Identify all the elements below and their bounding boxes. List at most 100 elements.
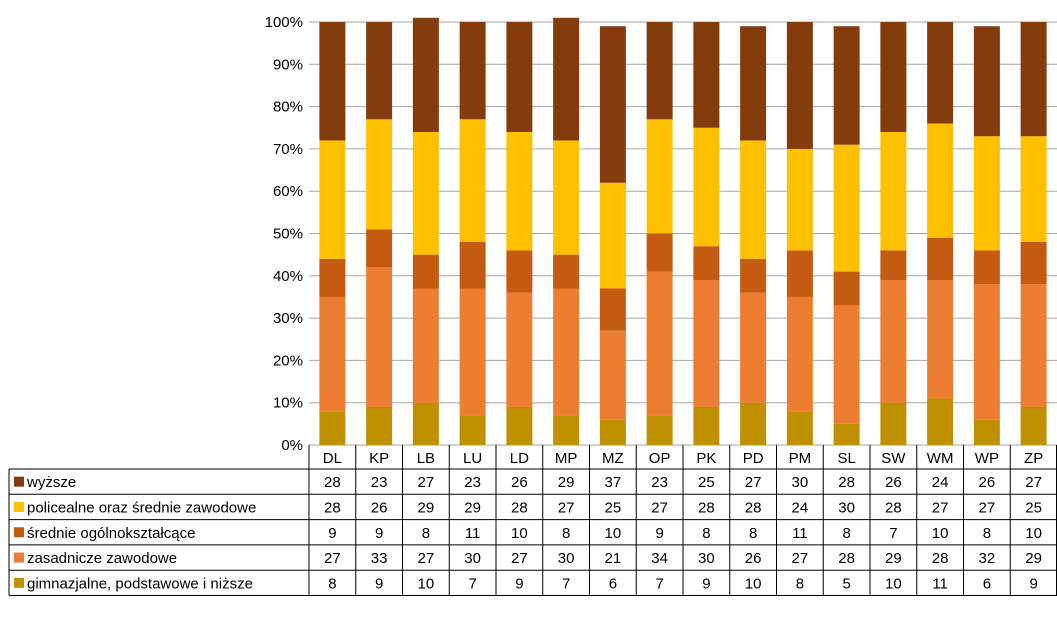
bar-segment xyxy=(880,22,907,132)
table-value: 29 xyxy=(885,550,902,567)
table-value: 8 xyxy=(842,525,850,542)
table-value: 28 xyxy=(745,499,762,516)
table-value: 27 xyxy=(1025,474,1042,491)
table-value: 8 xyxy=(328,575,336,592)
table-value: 8 xyxy=(749,525,757,542)
table-value: 11 xyxy=(932,575,948,592)
bar-segment xyxy=(459,415,486,445)
y-tick-label: 0% xyxy=(281,437,303,454)
table-value: 9 xyxy=(375,525,383,542)
bar-segment xyxy=(880,131,907,251)
category-label: PK xyxy=(696,450,716,467)
table-value: 33 xyxy=(371,550,388,567)
bar-segment xyxy=(1020,22,1047,137)
y-tick-label: 80% xyxy=(273,99,303,116)
table-value: 10 xyxy=(885,575,902,592)
table-value: 28 xyxy=(838,474,855,491)
legend-key xyxy=(14,501,24,512)
table-value: 6 xyxy=(609,575,617,592)
bar-segment xyxy=(319,22,346,141)
table-value: 28 xyxy=(324,474,341,491)
bar-segment xyxy=(693,246,720,281)
table-value: 27 xyxy=(651,499,668,516)
table-value: 8 xyxy=(702,525,710,542)
bar-segment xyxy=(553,140,580,255)
table-value: 9 xyxy=(655,525,663,542)
bar-segment xyxy=(646,271,673,416)
table-value: 26 xyxy=(745,550,762,567)
bar-segment xyxy=(459,288,486,416)
table-value: 10 xyxy=(1025,525,1042,542)
table-value: 28 xyxy=(885,499,902,516)
table-value: 25 xyxy=(605,499,622,516)
table-value: 27 xyxy=(932,499,949,516)
bar-segment xyxy=(693,127,720,247)
category-label: ZP xyxy=(1024,450,1043,467)
category-label: DL xyxy=(323,450,342,467)
table-value: 27 xyxy=(324,550,341,567)
y-tick-label: 10% xyxy=(273,395,303,412)
bar-segment xyxy=(412,17,439,132)
bar-segment xyxy=(319,296,346,412)
bar-segment xyxy=(412,288,439,403)
bar-segment xyxy=(319,140,346,259)
table-value: 8 xyxy=(422,525,430,542)
y-tick-label: 100% xyxy=(265,14,303,31)
table-value: 27 xyxy=(745,474,762,491)
table-value: 25 xyxy=(1025,499,1042,516)
table-value: 9 xyxy=(1029,575,1037,592)
table-value: 24 xyxy=(932,474,949,491)
bar-segment xyxy=(693,22,720,128)
bar-segment xyxy=(833,423,860,445)
bar-segment xyxy=(927,280,954,399)
bar-segment xyxy=(1020,284,1047,407)
bar-segment xyxy=(1020,241,1047,285)
table-value: 8 xyxy=(983,525,991,542)
data-table: DL KP LB LU LD MP MZ OP PK PD PM SL SW WM WP ZP wyższe 28… xyxy=(8,445,1057,596)
table-value: 28 xyxy=(698,499,715,516)
table-value: 11 xyxy=(465,525,481,542)
series-name: zasadnicze zawodowe xyxy=(27,550,177,567)
category-label: WP xyxy=(975,450,999,467)
table-value: 23 xyxy=(464,474,481,491)
table-value: 30 xyxy=(698,550,715,567)
category-label: OP xyxy=(649,450,671,467)
table-value: 28 xyxy=(511,499,528,516)
bar-segment xyxy=(553,17,580,141)
bar-segment xyxy=(459,241,486,289)
table-value: 10 xyxy=(605,525,622,542)
bar-segment xyxy=(459,22,486,120)
series-name: średnie ogólnokształcące xyxy=(27,525,195,542)
y-tick-label: 50% xyxy=(273,226,303,243)
y-tick-label: 70% xyxy=(273,141,303,158)
bar-segment xyxy=(693,280,720,407)
table-value: 37 xyxy=(605,474,622,491)
y-tick-label: 60% xyxy=(273,183,303,200)
bar-segment xyxy=(880,280,907,403)
bar-segment xyxy=(506,250,533,293)
table-value: 7 xyxy=(562,575,570,592)
legend-key xyxy=(14,552,24,563)
table-value: 34 xyxy=(651,550,668,567)
bar-segment xyxy=(412,402,439,445)
bar-segment xyxy=(833,26,860,145)
category-label: WM xyxy=(927,450,954,467)
y-axis-tick-labels: 0% 10% 20% 30% 40% 50% 60% 70% 80% 90% 100% xyxy=(265,14,303,454)
bars xyxy=(319,17,1047,445)
bar-segment xyxy=(553,415,580,445)
table-value: 9 xyxy=(515,575,523,592)
bar-segment xyxy=(506,131,533,251)
table-value: 29 xyxy=(558,474,575,491)
bar-segment xyxy=(973,419,1000,445)
bar-segment xyxy=(927,22,954,124)
bar-segment xyxy=(973,284,1000,420)
bar-segment xyxy=(366,229,393,268)
y-tick-label: 40% xyxy=(273,268,303,285)
bar-segment xyxy=(553,288,580,416)
bar-segment xyxy=(693,406,720,445)
bar-segment xyxy=(927,398,954,445)
bar-segment xyxy=(646,119,673,234)
bar-segment xyxy=(366,267,393,407)
table-value: 30 xyxy=(792,474,809,491)
